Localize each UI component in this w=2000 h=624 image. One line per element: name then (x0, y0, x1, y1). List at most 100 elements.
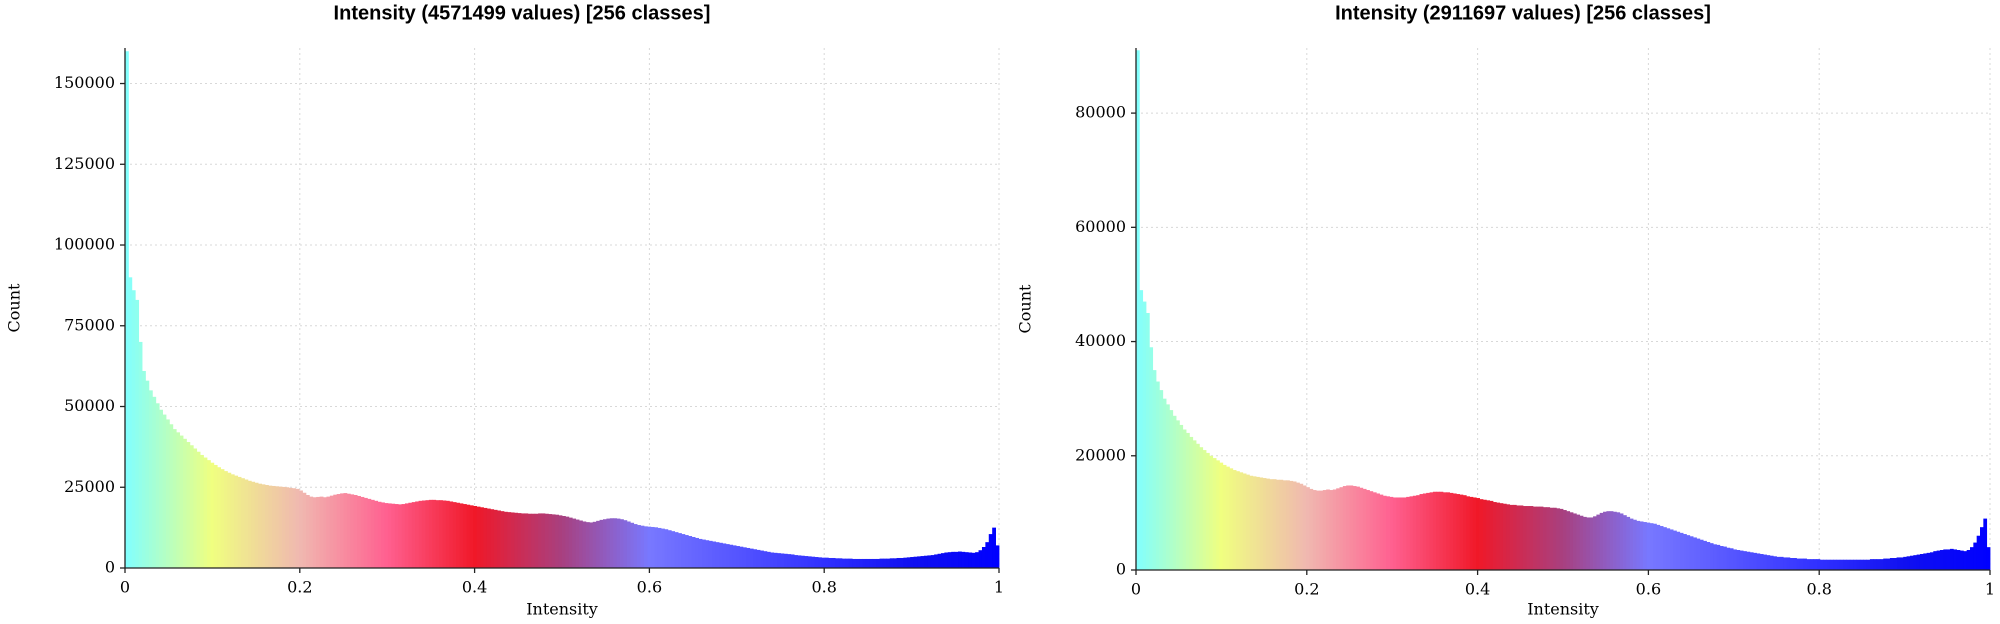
histogram-bar (824, 557, 829, 568)
histogram-bar (797, 555, 802, 568)
histogram-bar (664, 529, 669, 568)
histogram-bar (445, 500, 450, 568)
histogram-bar (1746, 551, 1751, 570)
histogram-bar (838, 558, 843, 568)
x-tick-label: 0.2 (287, 578, 312, 597)
histogram-bar (1656, 524, 1661, 570)
histogram-bar (975, 552, 979, 568)
histogram-bar (541, 513, 546, 568)
histogram-bar (1212, 458, 1217, 570)
x-axis-label: Intensity (1527, 600, 1599, 619)
histogram-bar (196, 451, 201, 568)
histogram-bar (316, 496, 321, 568)
histogram-bar (1576, 514, 1581, 570)
histogram-bar (1783, 557, 1787, 570)
histogram-bar (661, 528, 665, 568)
histogram-bar (947, 552, 952, 568)
histogram-bar (1369, 491, 1374, 570)
histogram-bar (1736, 550, 1741, 570)
histogram-bar (572, 518, 577, 568)
histogram-bar (1169, 410, 1174, 570)
x-tick-label: 0.2 (1294, 580, 1319, 599)
histogram-bar (186, 442, 191, 568)
histogram-bar (626, 521, 631, 568)
histogram-bar (1763, 554, 1767, 570)
y-tick-label: 25000 (64, 477, 115, 496)
histogram-bar (1476, 498, 1480, 570)
histogram-bar (230, 474, 235, 568)
histogram-bar (469, 505, 474, 568)
histogram-bar (1983, 518, 1988, 570)
histogram-bar (254, 482, 259, 568)
histogram-bar (360, 496, 365, 568)
histogram-bar (1206, 452, 1210, 570)
histogram-bar (1806, 559, 1811, 570)
x-tick-label: 0.4 (462, 578, 487, 597)
histogram-bar (217, 467, 222, 568)
histogram-bar (558, 515, 563, 568)
histogram-bar (1186, 432, 1190, 570)
histogram-bar (732, 545, 737, 568)
histogram-bar (1599, 512, 1604, 570)
histogram-panel: Intensity (4571499 values) [256 classes]… (5, 2, 1005, 618)
histogram-bar (490, 509, 495, 568)
histogram-bar (712, 541, 717, 568)
histogram-bar (1666, 528, 1671, 570)
histogram-bar (1155, 381, 1160, 570)
histogram-bar (1246, 474, 1250, 570)
histogram-bar (1439, 491, 1444, 570)
histogram-bar (411, 502, 416, 568)
y-tick-label: 100000 (54, 235, 115, 254)
histogram-bar (592, 521, 597, 568)
histogram-bar (1743, 551, 1747, 570)
histogram-bar (1699, 539, 1704, 570)
histogram-bar (1366, 490, 1370, 570)
histogram-bar (841, 558, 846, 568)
x-tick-label: 0 (1131, 580, 1141, 599)
histogram-bar (1152, 370, 1157, 570)
histogram-bar (1959, 550, 1964, 570)
histogram-bar (326, 496, 331, 568)
histogram-bar (940, 553, 945, 568)
histogram-bar (1249, 475, 1254, 570)
histogram-bar (152, 396, 157, 568)
histogram-bar (1939, 550, 1944, 570)
histogram-bar (1162, 398, 1167, 570)
histogram-bar (886, 558, 891, 568)
histogram-bar (818, 557, 822, 568)
histogram-bar (729, 544, 734, 568)
histogram-bar (323, 497, 327, 568)
histogram-bar (858, 558, 863, 568)
histogram-bar (1726, 547, 1731, 570)
histogram-bar (370, 499, 375, 568)
y-tick-label: 125000 (54, 154, 115, 173)
histogram-bar (831, 557, 836, 568)
histogram-bar (1492, 502, 1497, 570)
histogram-bar (200, 454, 204, 568)
histogram-bar (1332, 489, 1337, 570)
histogram-bar (787, 554, 792, 568)
histogram-bar (783, 553, 788, 568)
histogram-bar (142, 370, 146, 568)
histogram-bar (268, 485, 273, 568)
histogram-bar (1966, 550, 1971, 570)
histogram-bar (1446, 492, 1450, 570)
histogram-bar (442, 500, 447, 568)
histogram-bar (1963, 551, 1968, 570)
histogram-bar (1873, 559, 1877, 570)
histogram-bar (1556, 508, 1561, 570)
histogram-bar (1733, 549, 1737, 570)
histogram-bar (1819, 559, 1824, 570)
histogram-bar (640, 525, 645, 568)
histogram-bar (848, 558, 853, 568)
histogram-bar (234, 475, 239, 568)
histogram-bar (466, 504, 471, 568)
histogram-bar (896, 557, 901, 568)
chart-title: Intensity (4571499 values) [256 classes] (334, 2, 711, 24)
histogram-bar (1239, 472, 1244, 570)
histogram-bar (760, 550, 764, 568)
histogram-bar (981, 547, 986, 568)
histogram-bar (148, 390, 153, 568)
histogram-bar (1226, 466, 1230, 570)
histogram-bar (548, 514, 553, 568)
